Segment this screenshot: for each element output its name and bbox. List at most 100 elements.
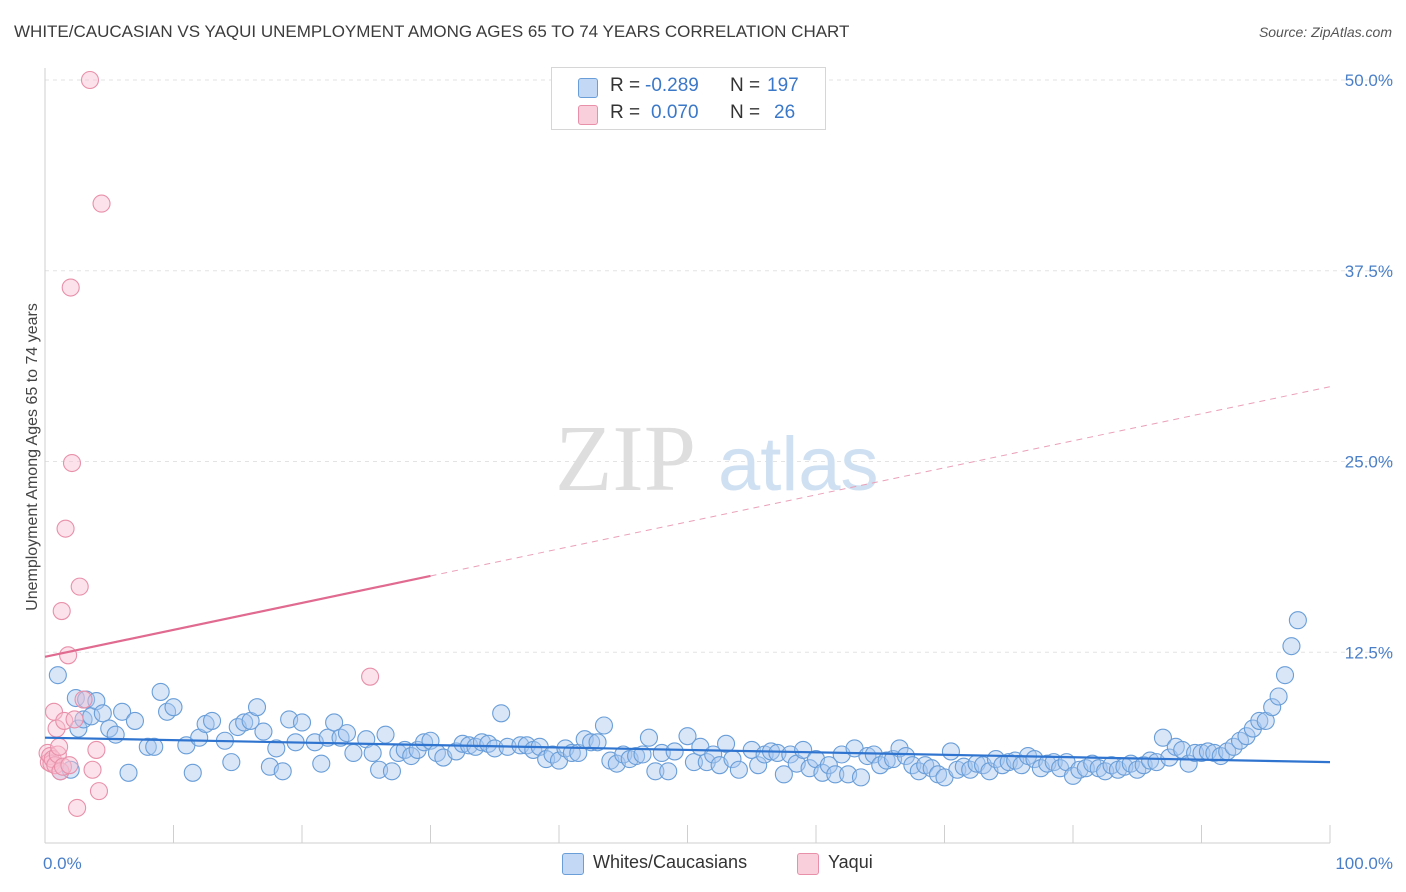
point-whites <box>376 725 395 744</box>
point-whites <box>113 702 132 721</box>
point-yaqui <box>59 646 78 665</box>
legend-swatch-yaqui <box>578 105 598 125</box>
legend-r-value: 0.070 <box>651 102 699 123</box>
point-whites <box>138 737 157 756</box>
bottom-legend-swatch <box>797 853 819 875</box>
point-whites <box>1128 760 1147 779</box>
point-whites <box>273 762 292 781</box>
point-yaqui <box>65 710 84 729</box>
point-whites <box>1275 666 1295 685</box>
legend-n-label: N = <box>730 75 761 96</box>
point-whites <box>877 751 896 770</box>
legend-r-value: -0.289 <box>645 75 699 96</box>
y-tick-label: 37.5% <box>1345 262 1393 281</box>
point-whites <box>254 722 273 741</box>
point-whites <box>222 753 241 772</box>
x-tick-label: 0.0% <box>43 854 82 873</box>
series-whites-points <box>48 611 1307 787</box>
point-whites <box>774 765 793 784</box>
point-whites <box>93 704 112 723</box>
point-yaqui <box>50 737 69 756</box>
point-whites <box>312 754 331 773</box>
legend-swatch-whites <box>578 78 598 98</box>
legend-n-value: 197 <box>767 75 799 96</box>
point-whites <box>582 733 601 752</box>
tick-labels: 12.5% 25.0% 37.5% 50.0% 0.0% 100.0% <box>43 71 1393 873</box>
point-whites <box>665 742 684 761</box>
point-whites <box>851 768 871 787</box>
y-tick-label: 25.0% <box>1345 453 1393 472</box>
point-whites <box>344 743 363 763</box>
watermark-zip: ZIP <box>555 407 696 511</box>
point-yaqui <box>68 798 87 817</box>
series-yaqui-points <box>38 70 380 817</box>
point-whites <box>145 737 164 756</box>
point-whites <box>363 743 382 763</box>
point-whites <box>292 713 312 732</box>
trend-line-yaqui-solid <box>44 574 431 658</box>
point-whites <box>646 762 665 781</box>
point-whites <box>1153 728 1172 747</box>
point-whites <box>858 746 877 766</box>
bottom-legend-label: Yaqui <box>828 852 873 872</box>
point-whites <box>749 756 768 775</box>
point-yaqui <box>80 70 100 90</box>
point-yaqui <box>56 519 75 538</box>
point-whites <box>158 702 177 721</box>
point-yaqui <box>52 601 71 621</box>
x-tick-label: 100.0% <box>1335 854 1393 873</box>
trend-line-whites <box>44 736 1331 764</box>
point-whites <box>627 746 646 766</box>
point-yaqui <box>361 667 380 686</box>
point-whites <box>896 746 916 766</box>
y-tick-label: 12.5% <box>1345 643 1393 662</box>
point-whites <box>1192 743 1211 763</box>
point-whites <box>479 734 498 753</box>
point-whites <box>48 666 67 685</box>
point-whites <box>678 727 697 746</box>
y-axis-label: Unemployment Among Ages 65 to 74 years <box>24 303 41 611</box>
gridlines <box>45 79 1393 653</box>
point-whites <box>826 765 845 784</box>
point-whites <box>1269 687 1288 706</box>
y-tick-label: 50.0% <box>1345 71 1393 90</box>
point-whites <box>267 739 286 758</box>
point-yaqui <box>53 757 73 776</box>
point-yaqui <box>87 740 106 759</box>
point-whites <box>125 711 144 730</box>
point-yaqui <box>61 278 80 297</box>
point-yaqui <box>83 760 102 779</box>
point-whites <box>382 762 402 781</box>
point-whites <box>1282 637 1301 656</box>
point-whites <box>183 763 202 782</box>
point-whites <box>164 698 183 717</box>
point-whites <box>1237 727 1256 746</box>
stats-legend: R = -0.289 N = 197 R = 0.070 N = 26 <box>551 67 826 130</box>
point-whites <box>415 733 434 752</box>
point-whites <box>235 713 254 732</box>
point-whites <box>729 760 748 779</box>
trend-lines <box>44 386 1331 764</box>
chart-source: Source: ZipAtlas.com <box>1258 24 1392 40</box>
point-whites <box>1263 698 1282 717</box>
point-whites <box>69 719 88 738</box>
bottom-legend-swatch <box>562 853 584 875</box>
point-whites <box>331 728 350 747</box>
legend-n-label: N = <box>730 102 761 123</box>
legend-r-label: R = <box>610 75 641 96</box>
axes <box>44 68 1331 844</box>
point-whites <box>594 716 614 735</box>
point-whites <box>151 682 170 701</box>
point-yaqui <box>60 756 79 775</box>
point-whites <box>1288 611 1307 630</box>
point-whites <box>106 725 125 744</box>
point-whites <box>794 740 813 759</box>
point-whites <box>890 739 909 758</box>
legend-r-label: R = <box>610 102 641 123</box>
point-whites <box>684 753 703 772</box>
point-whites <box>633 745 652 764</box>
legend-n-value: 26 <box>774 102 796 123</box>
point-whites <box>588 733 607 752</box>
point-whites <box>1231 731 1250 750</box>
